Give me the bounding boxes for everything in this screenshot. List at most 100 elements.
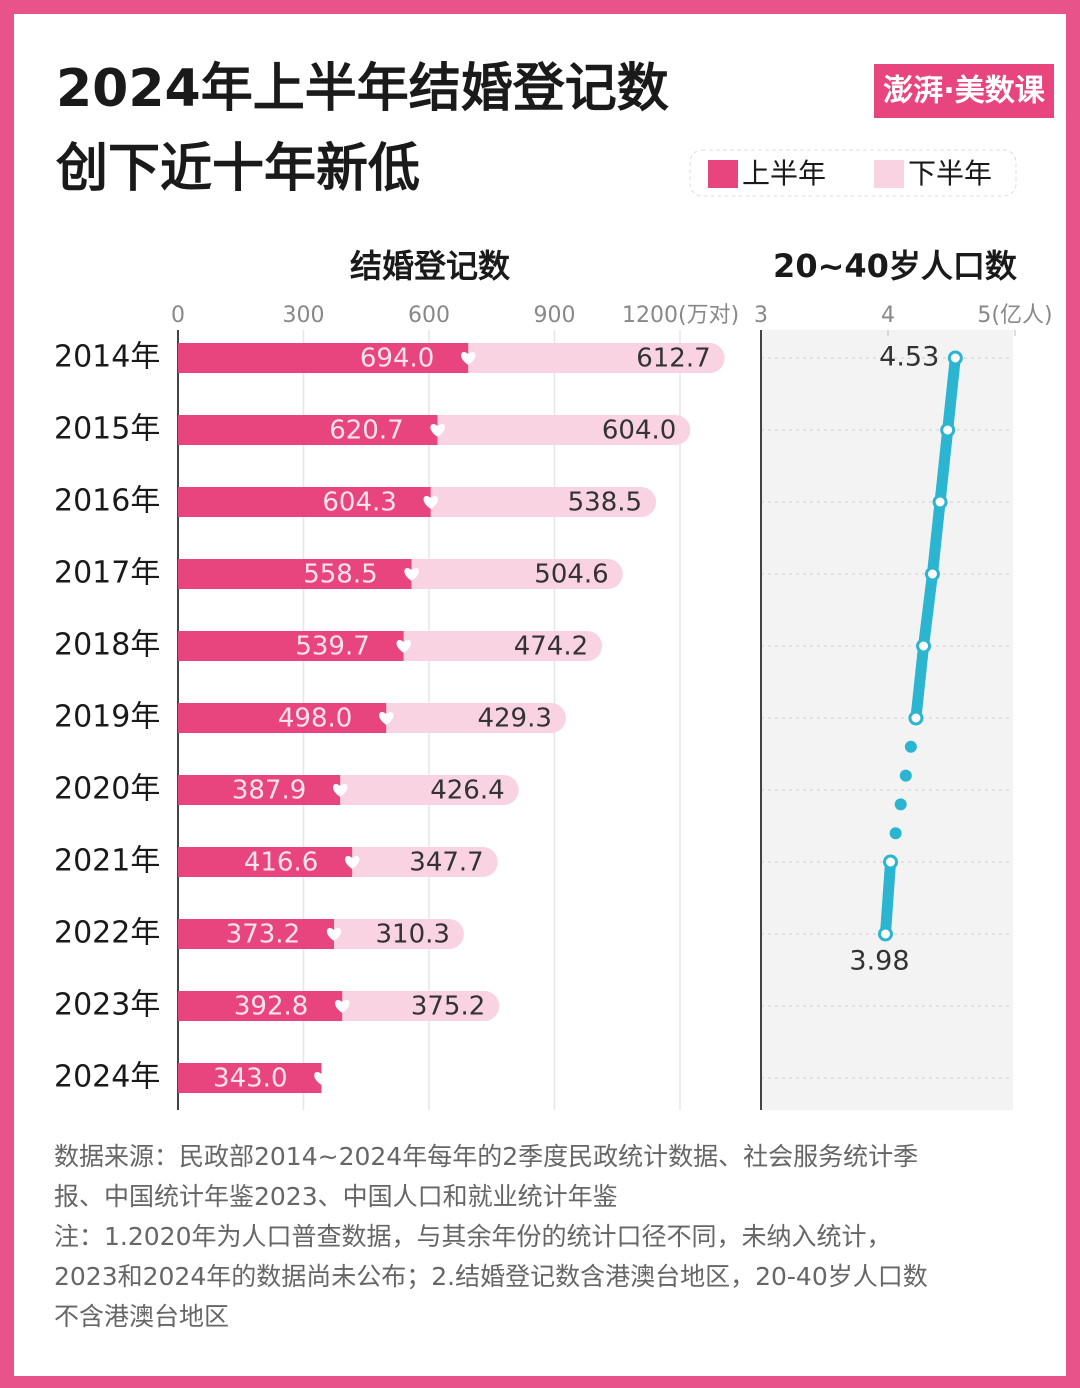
point	[932, 494, 948, 510]
value-label: 694.0	[360, 344, 434, 374]
point	[947, 350, 963, 366]
value-label: 4.53	[879, 342, 939, 373]
legend-box	[689, 149, 1017, 197]
heart	[379, 712, 394, 725]
x-tick-label: 5(亿人)	[977, 303, 1052, 328]
charts: 结婚登记数 0 300 600 900 1200(万对) 2014年 2015年 2016年 20…	[54, 157, 1053, 1110]
line	[879, 357, 961, 935]
y-tick-label: 2021年	[54, 844, 160, 879]
heart	[333, 784, 348, 797]
value-label: 375.2	[411, 992, 485, 1022]
footer: 数据来源：民政部2014~2024年每年的2季度民政统计数据、社会服务统计季报、…	[54, 1142, 928, 1331]
point	[916, 638, 932, 654]
point	[940, 422, 956, 438]
gap-dot	[904, 740, 917, 753]
y-tick-label: 2014年	[54, 340, 160, 375]
value-label: 539.7	[295, 632, 369, 662]
y-tick-label: 2024年	[54, 1060, 160, 1095]
y-tick-label: 2019年	[54, 700, 160, 735]
value-label: 538.5	[568, 488, 642, 518]
value-label: 498.0	[278, 704, 352, 734]
logo-box	[874, 64, 1054, 118]
heart	[326, 928, 342, 941]
bar-segment	[178, 775, 341, 805]
x-tick-label: 300	[283, 303, 325, 328]
bar-segment	[178, 343, 469, 373]
title-line: 2024年上半年结婚登记数	[56, 59, 669, 119]
value-label: 310.3	[375, 920, 449, 950]
legend-swatch	[874, 160, 904, 188]
value-label: 612.7	[636, 344, 710, 374]
bar-segment	[468, 343, 725, 373]
x-tick-label: 900	[534, 303, 576, 328]
point	[924, 566, 940, 582]
value-label: 604.3	[322, 488, 396, 518]
bar-segment	[178, 991, 343, 1021]
legend-swatch	[708, 160, 738, 188]
y-tick-label: 2023年	[54, 988, 160, 1023]
heart	[430, 424, 445, 437]
gap-dot	[899, 769, 912, 782]
x-tick-label: 3	[754, 303, 768, 328]
value-label: 558.5	[303, 560, 377, 590]
value-label: 3.98	[849, 946, 909, 977]
point	[877, 926, 893, 942]
footer-line: 2023和2024年的数据尚未公布；2.结婚登记数含港澳台地区，20-40岁人口…	[54, 1262, 928, 1291]
bar-segment	[386, 703, 566, 733]
chart-title: 结婚登记数	[350, 247, 511, 285]
legend-label: 上半年	[742, 157, 826, 190]
bar-segment	[178, 415, 438, 445]
y-tick-label: 2018年	[54, 628, 160, 663]
y-tick-label: 2016年	[54, 484, 160, 519]
point	[908, 710, 924, 726]
value-label: 474.2	[514, 632, 588, 662]
value-label: 429.3	[477, 704, 551, 734]
footer-line: 不含港澳台地区	[54, 1302, 229, 1331]
plot-background	[761, 330, 1013, 1110]
x-tick-label: 0	[171, 303, 185, 328]
bar-segment	[178, 559, 412, 589]
bar-segment	[430, 487, 657, 517]
heart	[396, 640, 412, 653]
chart-title: 20~40岁人口数	[773, 247, 1018, 285]
footer-line: 注：1.2020年为人口普查数据，与其余年份的统计口径不同，未纳入统计，	[54, 1222, 891, 1251]
gap-dot	[889, 827, 902, 840]
bar-segment	[178, 1063, 322, 1093]
x-tick-label: 600	[408, 303, 450, 328]
footer-line: 数据来源：民政部2014~2024年每年的2季度民政统计数据、社会服务统计季	[54, 1142, 918, 1171]
bar-segment	[352, 847, 498, 877]
heart	[314, 1072, 329, 1085]
value-label: 343.0	[213, 1064, 287, 1094]
heart	[345, 856, 360, 869]
gap-dot	[894, 798, 907, 811]
value-label: 504.6	[534, 560, 608, 590]
y-tick-label: 2017年	[54, 556, 160, 591]
footer-line: 报、中国统计年鉴2023、中国人口和就业统计年鉴	[54, 1182, 618, 1211]
bar-segment	[334, 919, 464, 949]
bar-segment	[178, 631, 404, 661]
bar-segment	[178, 703, 387, 733]
heart	[335, 1000, 350, 1013]
value-label: 416.6	[244, 848, 318, 878]
x-tick-label: 4	[881, 303, 895, 328]
bar-segment	[342, 991, 500, 1022]
bar-segment	[403, 631, 603, 661]
value-label: 347.7	[409, 848, 483, 878]
bar-segment	[178, 487, 431, 517]
bar-segment	[178, 919, 335, 949]
heart	[461, 352, 476, 365]
x-tick-label: 1200(万对)	[622, 303, 739, 328]
bar-segment	[178, 847, 353, 877]
y-tick-label: 2015年	[54, 412, 160, 447]
heart	[423, 496, 439, 509]
value-label: 373.2	[226, 920, 300, 950]
gap-dots	[889, 740, 917, 840]
value-label: 387.9	[232, 776, 306, 806]
point	[883, 854, 899, 870]
value-label: 392.8	[234, 992, 308, 1022]
y-tick-label: 2020年	[54, 772, 160, 807]
value-label: 426.4	[430, 776, 504, 806]
value-label: 604.0	[602, 416, 676, 446]
